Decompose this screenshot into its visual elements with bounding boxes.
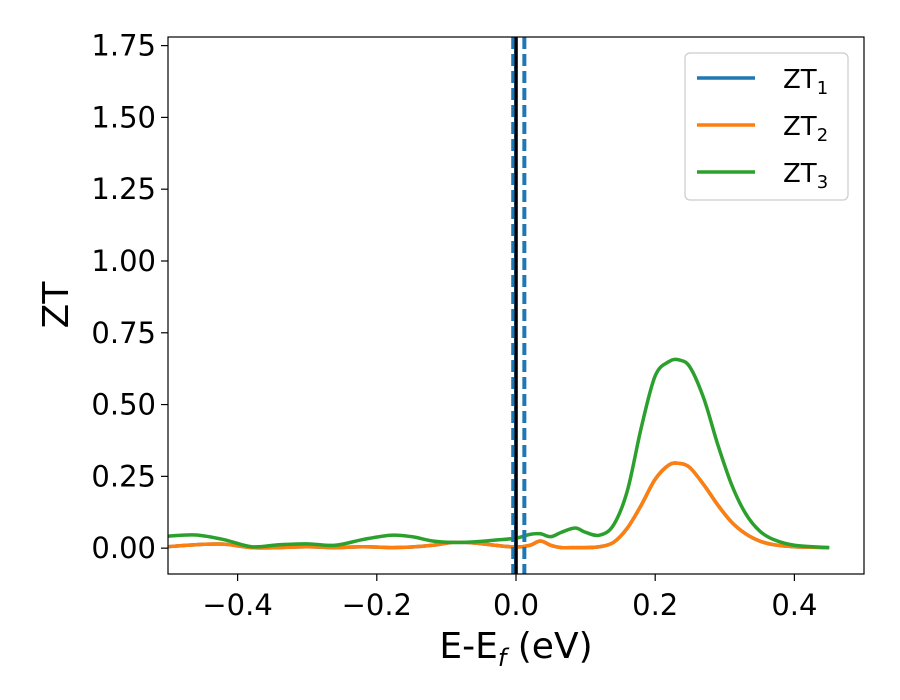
y-axis-label: ZT bbox=[36, 281, 77, 329]
y-tick-label: 1.25 bbox=[91, 172, 156, 206]
x-tick-label: −0.2 bbox=[342, 588, 412, 622]
x-axis-ticks: −0.4 −0.2 0.0 0.2 0.4 bbox=[202, 574, 817, 622]
y-tick-label: 0.25 bbox=[91, 459, 156, 493]
x-axis-label-main: E-E bbox=[439, 626, 497, 667]
legend-label-zt2: ZT2 bbox=[783, 112, 828, 146]
y-tick-label: 0.50 bbox=[91, 388, 156, 422]
y-tick-label: 1.50 bbox=[91, 100, 156, 134]
x-tick-label: 0.0 bbox=[493, 588, 539, 622]
y-tick-label: 0.00 bbox=[91, 531, 156, 565]
y-tick-label: 0.75 bbox=[91, 316, 156, 350]
x-tick-label: 0.4 bbox=[771, 588, 817, 622]
y-axis-ticks: 0.00 0.25 0.50 0.75 1.00 1.25 1.50 1.75 bbox=[91, 29, 168, 565]
plot-lines bbox=[168, 357, 830, 550]
x-axis-label-unit: (eV) bbox=[506, 626, 592, 667]
x-tick-label: 0.2 bbox=[632, 588, 678, 622]
fermi-level-lines bbox=[511, 37, 527, 574]
series-line-zt2 bbox=[168, 461, 830, 550]
x-axis-label: E-Ef (eV) bbox=[439, 626, 592, 672]
legend-box bbox=[684, 52, 849, 201]
legend: ZT1 ZT2 ZT3 bbox=[684, 52, 849, 201]
y-tick-label: 1.00 bbox=[91, 244, 156, 278]
series-line-zt3 bbox=[168, 357, 830, 550]
legend-label-zt1: ZT1 bbox=[783, 65, 828, 99]
x-tick-label: −0.4 bbox=[202, 588, 272, 622]
y-tick-label: 1.75 bbox=[91, 29, 156, 63]
legend-label-zt3: ZT3 bbox=[783, 159, 828, 193]
